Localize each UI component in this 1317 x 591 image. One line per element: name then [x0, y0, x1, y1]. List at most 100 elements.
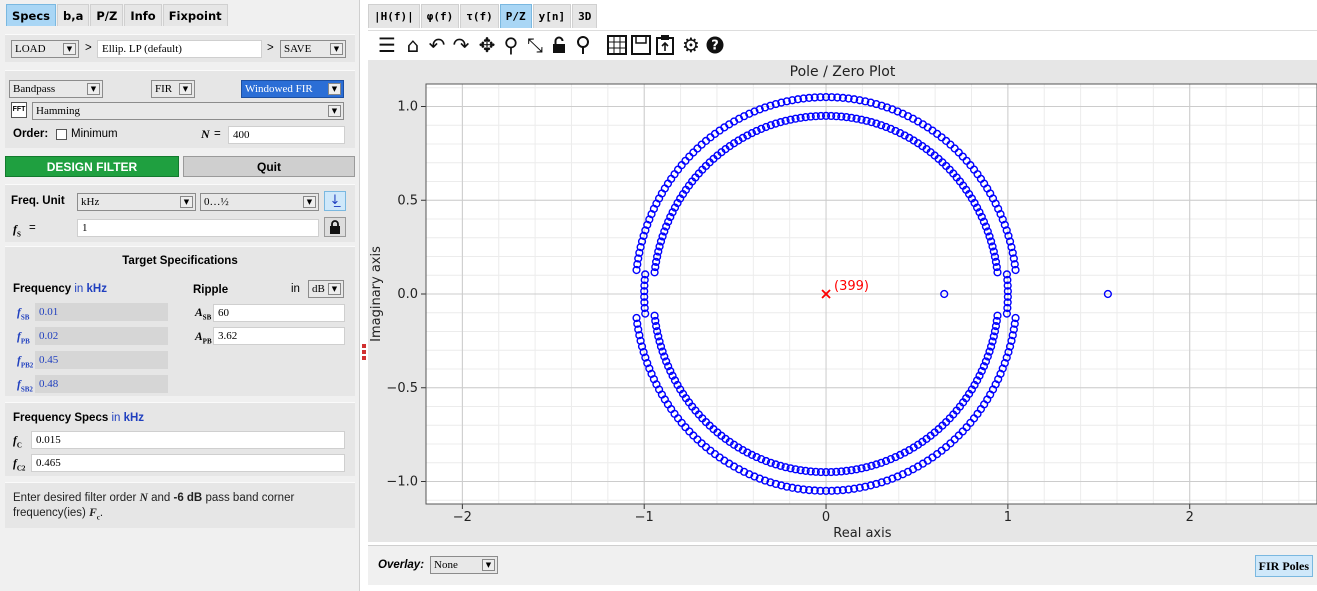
- save-dropdown[interactable]: SAVE ▼: [280, 40, 346, 58]
- pole-zero-plot-area[interactable]: Pole / Zero Plot −2 −1 0 1 2 1.0 0.5 0.0 −0.5 −1.0…: [368, 60, 1317, 542]
- frequency-header-in: in: [74, 283, 84, 295]
- zero-marker: [743, 131, 752, 140]
- menu-icon[interactable]: ☰: [378, 33, 396, 57]
- pole-zero-chart[interactable]: Pole / Zero Plot −2 −1 0 1 2 1.0 0.5 0.0 −0.5 −1.0…: [368, 60, 1317, 542]
- zero-marker: [639, 231, 648, 241]
- y-tick-label: 0.0: [397, 287, 418, 302]
- design-filter-button[interactable]: DESIGN FILTER: [5, 156, 179, 177]
- fft-window-button[interactable]: FFT: [11, 102, 27, 118]
- info-text: Enter desired filter order N and -6 dB p…: [13, 491, 343, 525]
- tab-magnitude[interactable]: |H(f)|: [368, 4, 420, 28]
- zero-marker: [632, 265, 641, 275]
- zero-marker: [852, 465, 861, 474]
- zero-marker: [986, 237, 996, 246]
- sampling-frequency-field[interactable]: 1: [77, 219, 319, 237]
- zero-marker: [981, 357, 991, 366]
- zoom-icon[interactable]: ⚲: [503, 33, 519, 57]
- freq-range-dropdown[interactable]: 0…½ ▼: [200, 193, 319, 211]
- zero-marker: [636, 336, 645, 345]
- zero-marker: [771, 119, 780, 128]
- zero-marker: [662, 222, 671, 231]
- design-method-dropdown[interactable]: Windowed FIR ▼: [241, 80, 344, 98]
- order-label: Order:: [13, 128, 49, 140]
- fc-symbol: fC: [13, 435, 22, 450]
- zero-marker: [832, 112, 841, 121]
- fpb-subscript: PB: [20, 337, 30, 346]
- zero-marker: [811, 467, 820, 476]
- quit-button[interactable]: Quit: [183, 156, 355, 177]
- pan-icon[interactable]: ✥: [478, 33, 496, 57]
- tab-ba[interactable]: b,a: [56, 4, 90, 26]
- clipboard-icon[interactable]: [654, 33, 676, 57]
- zero-marker: [827, 467, 836, 477]
- help-icon[interactable]: ?: [704, 33, 726, 57]
- zero-marker: [872, 479, 881, 489]
- fc-field[interactable]: 0.015: [31, 431, 345, 449]
- zero-marker: [977, 212, 986, 222]
- zero-marker: [641, 270, 650, 279]
- y-tick-label: −0.5: [386, 381, 418, 396]
- zero-marker: [806, 467, 815, 476]
- grid-icon[interactable]: [606, 33, 628, 57]
- zero-marker: [810, 486, 819, 495]
- zero-marker: [771, 479, 780, 489]
- zero-marker: [981, 222, 991, 231]
- fpb-field[interactable]: 0.02: [35, 327, 168, 345]
- order-n-field[interactable]: 400: [228, 126, 345, 144]
- tab-3d[interactable]: 3D: [572, 4, 598, 28]
- window-dropdown[interactable]: Hamming ▼: [32, 102, 344, 120]
- zero-marker: [1003, 298, 1012, 307]
- home-icon[interactable]: ⌂: [406, 33, 420, 57]
- load-dropdown[interactable]: LOAD ▼: [11, 40, 79, 58]
- zero-marker: [816, 111, 826, 121]
- fc2-field[interactable]: 0.465: [31, 454, 345, 472]
- zero-marker: [891, 452, 900, 462]
- panel-splitter-handle[interactable]: [361, 342, 367, 368]
- overlay-dropdown[interactable]: None ▼: [430, 556, 498, 574]
- zoom-full-icon[interactable]: ⤡: [527, 33, 543, 57]
- zero-marker: [640, 287, 649, 296]
- undo-icon[interactable]: ↶: [428, 33, 446, 57]
- zero-marker: [750, 472, 759, 481]
- zero-marker: [872, 460, 881, 469]
- zero-marker: [861, 482, 870, 491]
- freq-unit-dropdown[interactable]: kHz ▼: [77, 193, 196, 211]
- fir-poles-button[interactable]: FIR Poles: [1254, 555, 1313, 577]
- tab-info[interactable]: Info: [124, 4, 162, 26]
- tab-phase[interactable]: φ(f): [420, 4, 460, 28]
- apb-field[interactable]: 3.62: [213, 327, 345, 345]
- marker-icon[interactable]: [572, 33, 594, 57]
- zero-marker: [882, 476, 892, 485]
- preset-name-field[interactable]: Ellip. LP (default): [97, 40, 262, 58]
- tab-specs[interactable]: Specs: [6, 4, 56, 26]
- tab-pz[interactable]: P/Z: [90, 4, 124, 26]
- gear-icon[interactable]: ⚙: [682, 33, 700, 57]
- asb-field[interactable]: 60: [213, 304, 345, 322]
- response-type-dropdown[interactable]: Bandpass ▼: [9, 80, 103, 98]
- fsb-field[interactable]: 0.01: [35, 303, 168, 321]
- zero-marker: [827, 486, 836, 495]
- tab-group-delay[interactable]: τ(f): [460, 4, 499, 28]
- tab-fixpoint[interactable]: Fixpoint: [162, 4, 228, 26]
- lock-icon[interactable]: [548, 33, 570, 57]
- frequency-column-header: Frequency in kHz: [13, 283, 107, 295]
- zero-marker: [1005, 237, 1015, 246]
- lock-icon[interactable]: [324, 217, 346, 237]
- minimum-checkbox[interactable]: [56, 129, 67, 140]
- ripple-unit-dropdown[interactable]: dB ▼: [308, 280, 344, 298]
- fsb-symbol: fSB: [17, 307, 30, 322]
- tab-pole-zero[interactable]: P/Z: [499, 4, 532, 28]
- left-tab-bar: Specs b,a P/Z Info Fixpoint: [6, 4, 229, 26]
- fpb2-field[interactable]: 0.45: [35, 351, 168, 369]
- redo-icon[interactable]: ↷: [452, 33, 470, 57]
- sort-ascending-icon[interactable]: ↓̲: [324, 191, 346, 211]
- separator-arrow: >: [267, 42, 274, 54]
- tab-impulse-response[interactable]: y[n]: [532, 4, 572, 28]
- save-icon[interactable]: [630, 33, 652, 57]
- fsb2-field[interactable]: 0.48: [35, 375, 168, 393]
- pole-marker: [821, 289, 831, 299]
- filter-class-dropdown[interactable]: FIR ▼: [151, 80, 195, 98]
- zero-marker: [658, 347, 667, 356]
- freq-specs-unit: kHz: [123, 412, 145, 424]
- zero-marker: [637, 237, 647, 246]
